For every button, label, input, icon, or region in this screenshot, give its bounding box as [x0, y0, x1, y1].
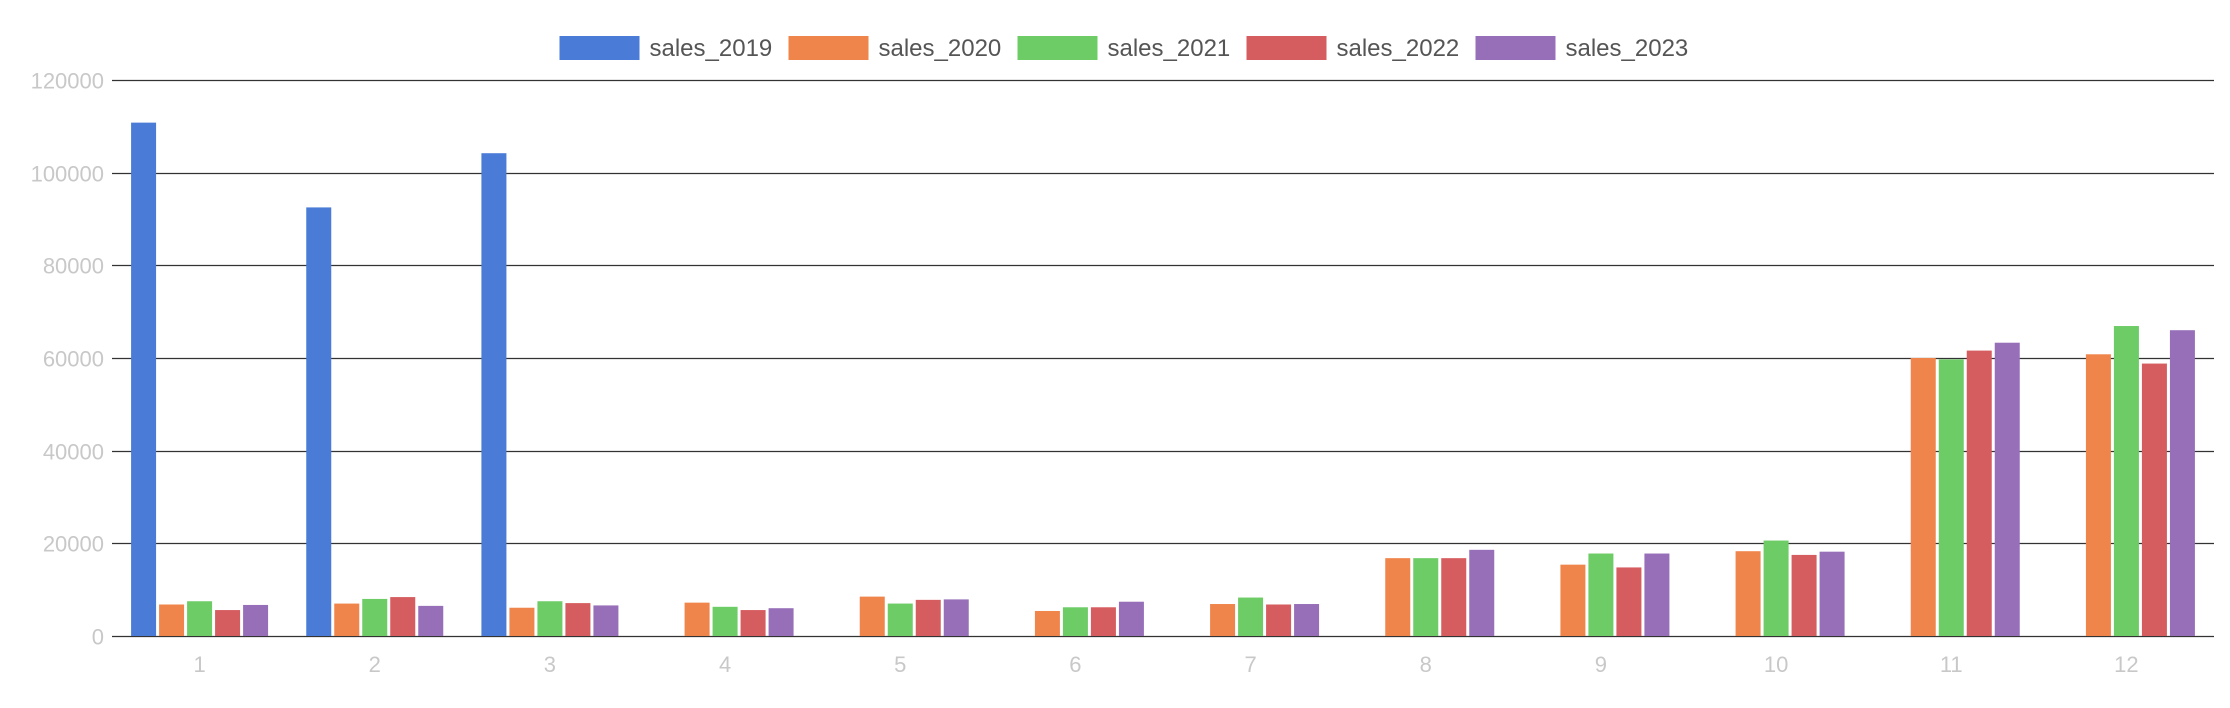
x-tick-label: 9: [1595, 652, 1607, 677]
bar-sales_2021-9: [1588, 553, 1614, 636]
bar-sales_2022-10: [1791, 554, 1817, 636]
bar-sales_2019-1: [131, 122, 157, 637]
bar-sales_2020-5: [859, 596, 885, 636]
y-tick-label: 100000: [31, 162, 104, 187]
legend-item-sales_2019[interactable]: sales_2019: [559, 35, 773, 62]
x-tick-label: 1: [193, 652, 205, 677]
legend-label: sales_2021: [1108, 35, 1231, 62]
legend-item-sales_2023[interactable]: sales_2023: [1475, 35, 1689, 62]
y-tick-label: 40000: [43, 440, 104, 465]
bar-sales_2020-6: [1034, 610, 1060, 636]
x-tick-label: 12: [2114, 652, 2138, 677]
bar-sales_2022-1: [215, 610, 241, 636]
bar-sales_2021-7: [1238, 597, 1264, 636]
y-tick-label: 0: [92, 625, 104, 650]
bars: [131, 122, 2195, 637]
legend-label: sales_2022: [1337, 35, 1460, 62]
x-tick-label: 11: [1940, 652, 1963, 677]
x-tick-label: 10: [1764, 652, 1788, 677]
bar-sales_2023-1: [243, 604, 269, 636]
legend: sales_2019 sales_2020 sales_2021 sales_2022…: [559, 35, 1689, 62]
bar-sales_2023-5: [943, 599, 969, 636]
bar-sales_2021-3: [537, 601, 563, 636]
bar-sales_2023-11: [1994, 342, 2020, 636]
bar-sales_2023-7: [1294, 604, 1320, 636]
bar-sales_2021-4: [712, 606, 738, 636]
gridlines: [112, 79, 2214, 638]
bar-sales_2023-8: [1469, 549, 1495, 636]
bar-sales_2022-7: [1266, 604, 1292, 636]
legend-item-sales_2022[interactable]: sales_2022: [1246, 35, 1460, 62]
bar-sales_2022-2: [390, 597, 416, 636]
y-tick-label: 20000: [43, 532, 104, 557]
bar-sales_2022-4: [740, 610, 766, 636]
x-tick-label: 8: [1420, 652, 1432, 677]
bar-sales_2023-10: [1819, 551, 1845, 636]
bar-sales_2021-12: [2113, 326, 2139, 636]
bar-sales_2019-2: [306, 207, 332, 636]
bar-sales_2020-3: [509, 607, 535, 636]
bar-sales_2020-10: [1735, 551, 1761, 636]
bar-sales_2023-3: [593, 605, 619, 636]
legend-swatch: [559, 36, 640, 60]
y-tick-label: 120000: [31, 69, 104, 94]
legend-item-sales_2020[interactable]: sales_2020: [788, 35, 1002, 62]
bar-sales_2021-1: [187, 601, 213, 636]
bar-sales_2023-2: [418, 605, 444, 636]
bar-sales_2022-11: [1966, 350, 1992, 636]
bar-sales_2022-9: [1616, 567, 1642, 636]
bar-sales_2021-2: [362, 598, 388, 636]
x-tick-label: 6: [1069, 652, 1081, 677]
y-tick-label: 80000: [43, 254, 104, 279]
bar-sales_2021-5: [887, 603, 913, 636]
y-axis: 0 20000 40000 60000 80000 100000 120000: [31, 69, 104, 650]
bar-sales_2020-4: [684, 602, 710, 636]
x-tick-label: 4: [719, 652, 731, 677]
bar-sales_2022-8: [1441, 558, 1467, 636]
x-tick-label: 2: [369, 652, 381, 677]
y-tick-label: 60000: [43, 347, 104, 372]
bar-sales_2023-6: [1118, 601, 1144, 636]
legend-swatch: [788, 36, 869, 60]
bar-sales_2021-6: [1062, 607, 1088, 636]
bar-sales_2020-11: [1910, 358, 1936, 636]
x-tick-label: 7: [1244, 652, 1256, 677]
bar-sales_2019-3: [481, 153, 507, 636]
bar-sales_2020-8: [1385, 558, 1411, 636]
legend-swatch: [1246, 36, 1327, 60]
legend-label: sales_2023: [1566, 35, 1689, 62]
bar-sales_2020-12: [2085, 354, 2111, 636]
bar-sales_2020-2: [334, 603, 360, 636]
bar-sales_2022-12: [2141, 363, 2167, 636]
x-tick-label: 5: [894, 652, 906, 677]
bar-sales_2022-6: [1090, 607, 1116, 636]
bar-sales_2021-8: [1413, 558, 1439, 636]
x-tick-label: 3: [544, 652, 556, 677]
bar-sales_2023-12: [2169, 330, 2195, 636]
legend-swatch: [1017, 36, 1098, 60]
legend-label: sales_2019: [650, 35, 773, 62]
x-axis: 1 2 3 4 5 6 7 8 9 10 11 12: [193, 652, 2138, 677]
bar-sales_2020-9: [1560, 564, 1586, 636]
bar-sales_2023-9: [1644, 553, 1670, 636]
bar-sales_2020-7: [1210, 604, 1236, 636]
legend-label: sales_2020: [879, 35, 1002, 62]
bar-sales_2021-11: [1938, 359, 1964, 636]
bar-sales_2023-4: [768, 608, 794, 636]
bar-sales_2020-1: [159, 604, 185, 636]
bar-sales_2021-10: [1763, 540, 1789, 636]
legend-swatch: [1475, 36, 1556, 60]
bar-sales_2022-3: [565, 603, 591, 636]
legend-item-sales_2021[interactable]: sales_2021: [1017, 35, 1231, 62]
bar-sales_2022-5: [915, 599, 941, 636]
